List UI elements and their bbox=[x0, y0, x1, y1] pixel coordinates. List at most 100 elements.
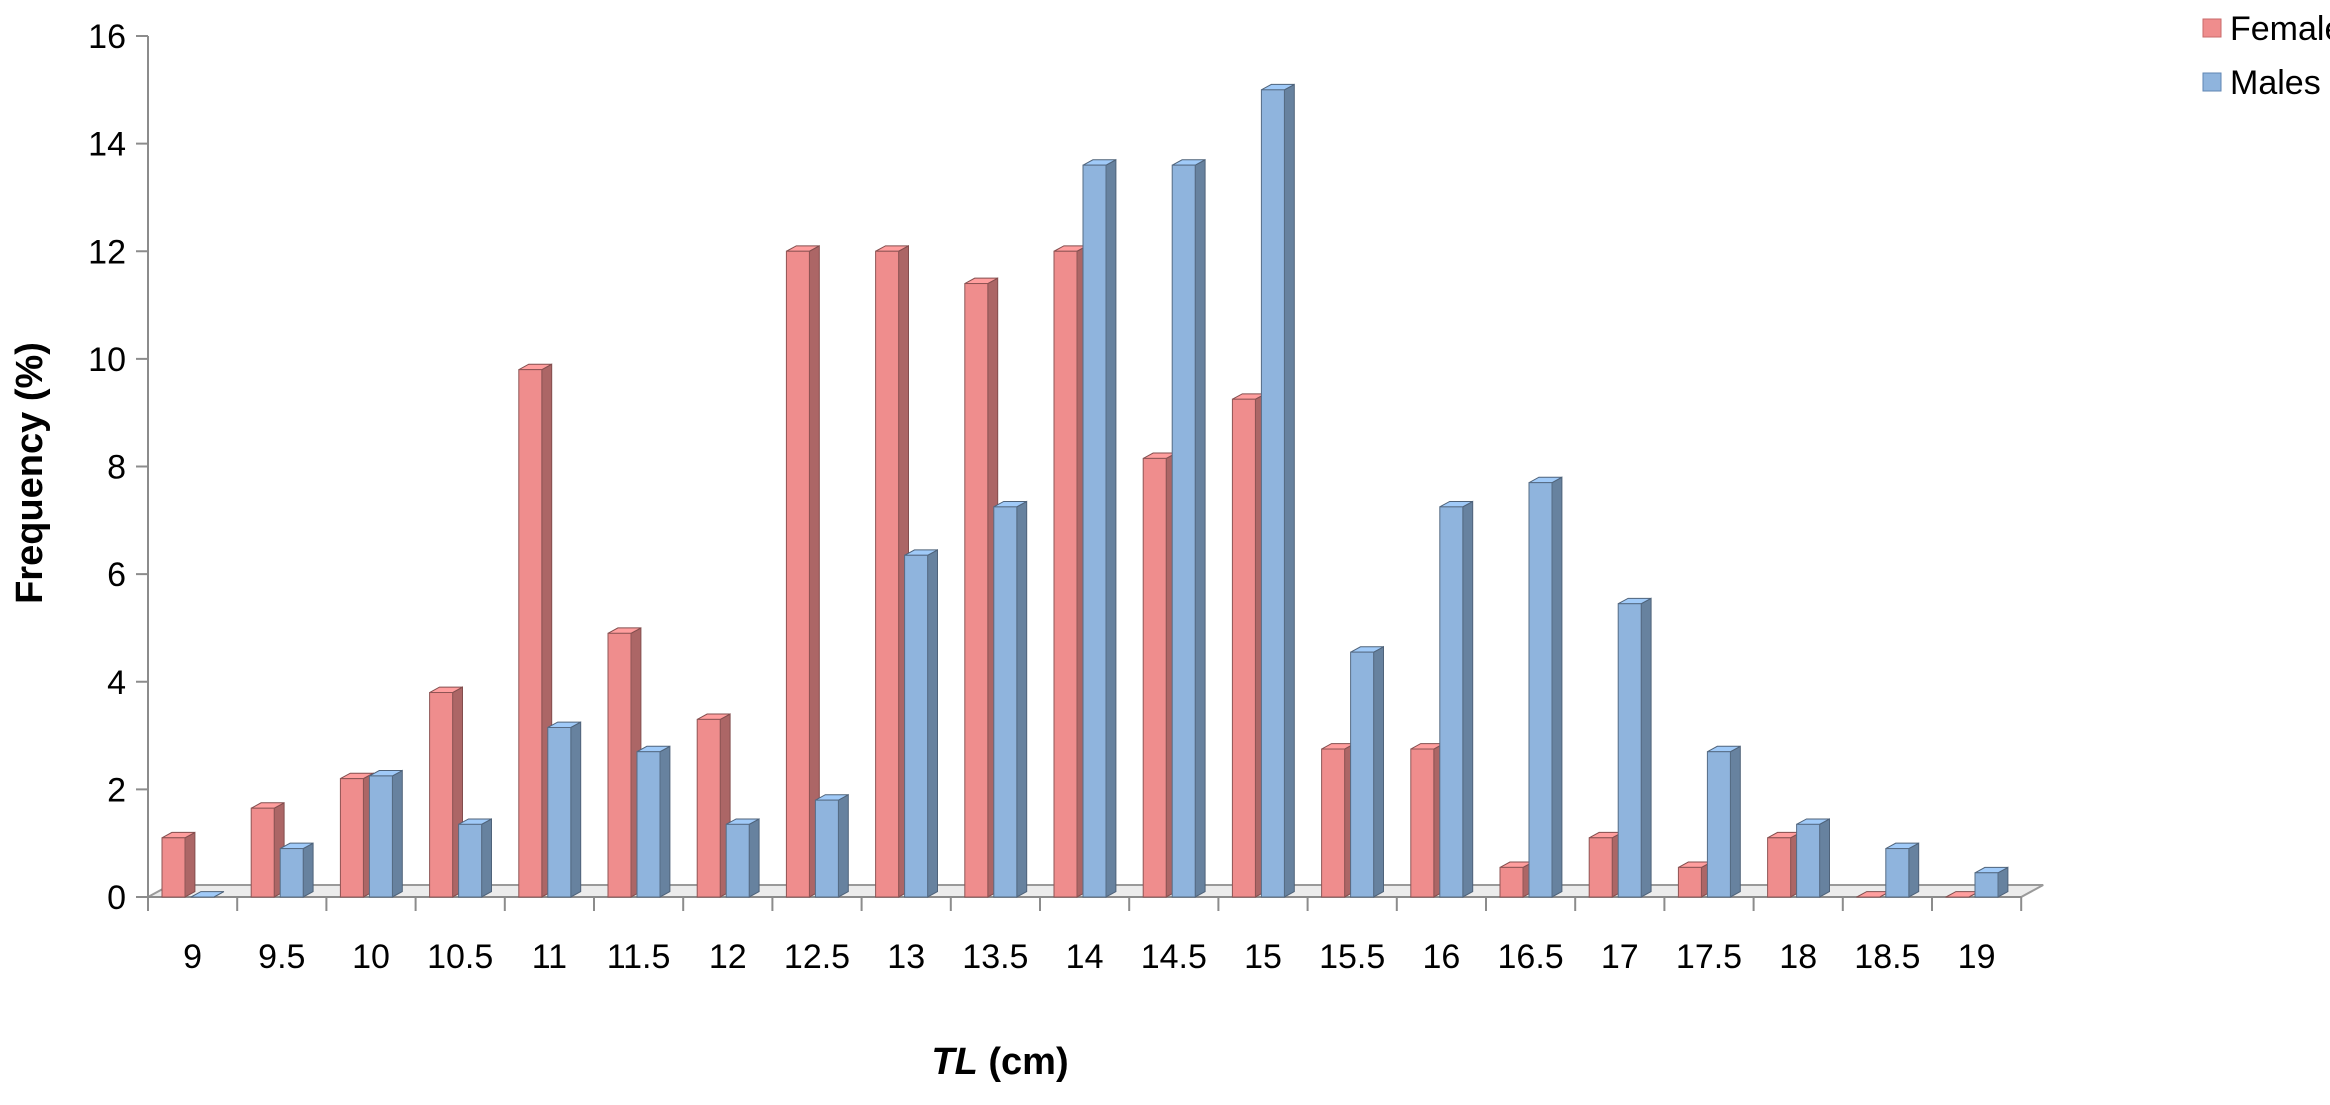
bar-males-13 bbox=[905, 550, 938, 897]
bar-side bbox=[1730, 746, 1740, 897]
bar-front bbox=[905, 555, 928, 897]
bar-front bbox=[876, 251, 899, 897]
y-tick-label: 2 bbox=[107, 771, 126, 809]
bar-front bbox=[1172, 165, 1195, 897]
bar-front bbox=[1529, 483, 1552, 897]
bar-front bbox=[1618, 604, 1641, 897]
bar-females-16 bbox=[1411, 744, 1444, 897]
y-tick-label: 4 bbox=[107, 664, 126, 702]
bar-males-14.5 bbox=[1172, 160, 1205, 897]
bar-front bbox=[251, 808, 274, 897]
bar-side bbox=[1374, 647, 1384, 897]
bar-females-10.5 bbox=[430, 687, 463, 897]
bar-females-15.5 bbox=[1322, 744, 1355, 897]
bar-front bbox=[519, 370, 542, 897]
bar-side bbox=[1106, 160, 1116, 897]
bar-side bbox=[392, 771, 402, 897]
bar-front bbox=[1440, 507, 1463, 897]
bar-females-14.5 bbox=[1143, 453, 1176, 897]
bar-front bbox=[637, 752, 660, 897]
bar-side bbox=[1552, 477, 1562, 897]
bar-side bbox=[1820, 819, 1830, 897]
x-tick-label: 18 bbox=[1779, 938, 1817, 976]
bar-side bbox=[185, 832, 195, 897]
x-tick-label: 12.5 bbox=[784, 938, 850, 976]
bar-front bbox=[162, 838, 185, 897]
legend-label-females: Females bbox=[2230, 10, 2330, 48]
bar-front bbox=[340, 779, 363, 897]
x-tick-label: 9.5 bbox=[258, 938, 305, 976]
bar-males-16.5 bbox=[1529, 477, 1562, 897]
bar-front bbox=[1797, 824, 1820, 897]
bar-side bbox=[838, 795, 848, 897]
bar-males-17.5 bbox=[1707, 746, 1740, 897]
bar-males-15.5 bbox=[1351, 647, 1384, 897]
bar-side bbox=[1909, 843, 1919, 897]
bar-females-13 bbox=[876, 246, 909, 897]
bar-males-9.5 bbox=[280, 843, 313, 897]
bar-side bbox=[303, 843, 313, 897]
bar-front bbox=[1261, 90, 1284, 897]
x-tick-label: 9 bbox=[183, 938, 202, 976]
bar-front bbox=[994, 507, 1017, 897]
bar-females-15 bbox=[1232, 394, 1265, 897]
bar-females-12.5 bbox=[786, 246, 819, 897]
y-tick-label: 14 bbox=[88, 126, 126, 164]
bar-front bbox=[815, 800, 838, 897]
bar-front bbox=[1232, 399, 1255, 897]
legend: Females Males bbox=[2203, 10, 2330, 102]
bar-front bbox=[965, 284, 988, 897]
bar-side bbox=[1284, 84, 1294, 897]
x-tick-label: 15.5 bbox=[1319, 938, 1385, 976]
bar-side bbox=[660, 746, 670, 897]
x-tick-label: 13.5 bbox=[962, 938, 1028, 976]
bar-front bbox=[1143, 458, 1166, 897]
bar-side bbox=[1463, 501, 1473, 897]
x-axis-title-variable: TL bbox=[931, 1041, 977, 1083]
x-tick-label: 12 bbox=[709, 938, 747, 976]
y-tick-label: 10 bbox=[88, 341, 126, 379]
y-tick-label: 0 bbox=[107, 879, 126, 917]
bar-side bbox=[1195, 160, 1205, 897]
bar-front bbox=[1678, 867, 1701, 897]
bar-males-18 bbox=[1797, 819, 1830, 897]
bar-side bbox=[749, 819, 759, 897]
x-tick-label: 16 bbox=[1422, 938, 1460, 976]
bar-front bbox=[1975, 873, 1998, 897]
legend-swatch-males bbox=[2203, 73, 2221, 91]
x-tick-label: 13 bbox=[887, 938, 925, 976]
bar-males-16 bbox=[1440, 501, 1473, 897]
x-tick-label: 18.5 bbox=[1854, 938, 1920, 976]
bar-males-10 bbox=[369, 771, 402, 897]
bar-front bbox=[430, 693, 453, 897]
y-axis-title: Frequency (%) bbox=[9, 342, 51, 604]
bar-front bbox=[548, 727, 571, 897]
bar-females-10 bbox=[340, 773, 373, 897]
bar-front bbox=[1411, 749, 1434, 897]
bar-females-12 bbox=[697, 714, 730, 897]
x-tick-label: 15 bbox=[1244, 938, 1282, 976]
x-axis-title: TL (cm) bbox=[931, 1041, 1068, 1083]
bar-males-18.5 bbox=[1886, 843, 1919, 897]
x-tick-label: 11 bbox=[532, 938, 567, 976]
bar-front bbox=[1707, 752, 1730, 897]
bar-males-10.5 bbox=[459, 819, 492, 897]
x-tick-label: 19 bbox=[1958, 938, 1996, 976]
bar-males-17 bbox=[1618, 598, 1651, 897]
x-tick-label: 14 bbox=[1066, 938, 1104, 976]
bar-front bbox=[1083, 165, 1106, 897]
bar-front bbox=[1054, 251, 1077, 897]
bar-males-19 bbox=[1975, 867, 2008, 897]
bar-males-14 bbox=[1083, 160, 1116, 897]
bar-front bbox=[697, 719, 720, 897]
bar-males-11 bbox=[548, 722, 581, 897]
y-tick-label: 8 bbox=[107, 449, 126, 487]
bar-males-11.5 bbox=[637, 746, 670, 897]
x-tick-label: 17 bbox=[1601, 938, 1639, 976]
bar-side bbox=[1641, 598, 1651, 897]
bar-front bbox=[280, 849, 303, 897]
